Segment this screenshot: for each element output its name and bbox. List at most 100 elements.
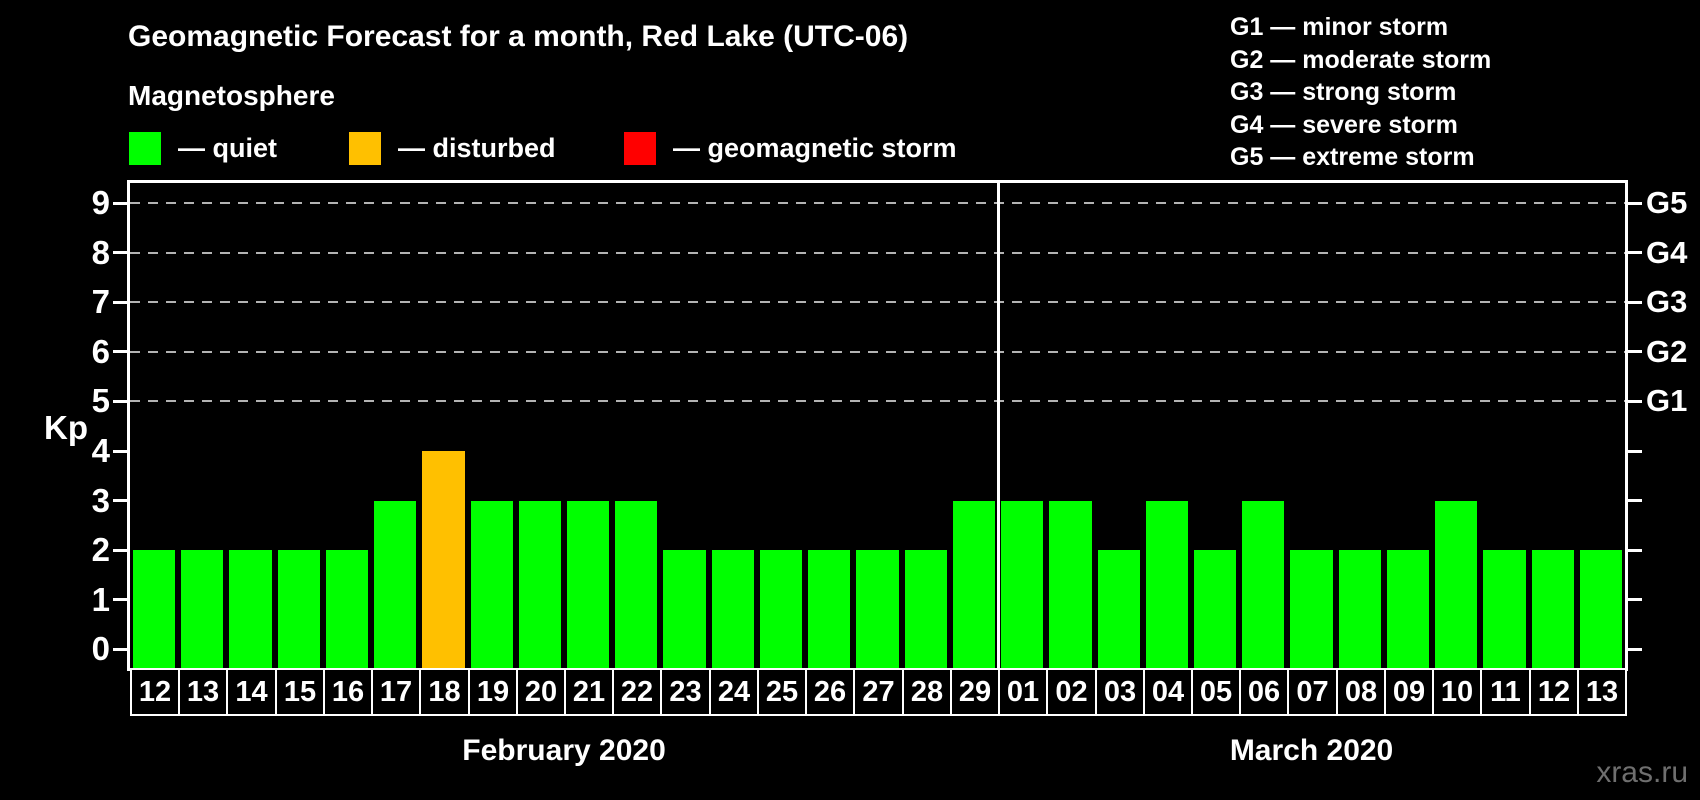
kp-bar-11 xyxy=(1483,550,1526,668)
kp-bar-17 xyxy=(374,500,417,668)
legend-swatch-storm xyxy=(624,132,656,165)
kp-bar-23 xyxy=(663,550,706,668)
g-scale-legend-line: G2 — moderate storm xyxy=(1230,45,1492,74)
day-cell-25: 25 xyxy=(757,668,807,716)
month-label: February 2020 xyxy=(462,734,666,767)
legend-item-storm: — geomagnetic storm xyxy=(624,132,957,165)
g-scale-legend-line: G4 — severe storm xyxy=(1230,110,1458,139)
gridline-kp5 xyxy=(130,400,1625,403)
day-cell-11: 11 xyxy=(1480,668,1531,716)
kp-bar-12 xyxy=(1531,550,1574,668)
kp-bar-19 xyxy=(470,500,513,668)
y-tick-7 xyxy=(113,300,127,304)
kp-bar-12 xyxy=(133,550,176,668)
y-tick-label-0: 0 xyxy=(91,630,110,668)
kp-bar-04 xyxy=(1145,500,1188,668)
day-cell-08: 08 xyxy=(1336,668,1386,716)
gridline-kp9 xyxy=(130,202,1625,205)
y-tick-label-8: 8 xyxy=(91,233,110,271)
day-cell-17: 17 xyxy=(371,668,421,716)
kp-bar-02 xyxy=(1049,500,1092,668)
day-cell-02: 02 xyxy=(1046,668,1097,716)
kp-bar-03 xyxy=(1097,550,1140,668)
kp-bar-14 xyxy=(229,550,272,668)
legend-swatch-disturbed xyxy=(349,132,381,165)
g-axis-label-G1: G1 xyxy=(1646,383,1688,419)
day-cell-01: 01 xyxy=(998,668,1048,716)
day-cell-23: 23 xyxy=(660,668,711,716)
g-axis-label-G5: G5 xyxy=(1646,185,1688,221)
y-tick-label-9: 9 xyxy=(91,184,110,222)
day-cell-28: 28 xyxy=(902,668,952,716)
g-tick-7 xyxy=(1628,300,1642,304)
day-cell-12: 12 xyxy=(1529,668,1579,716)
day-cell-15: 15 xyxy=(275,668,325,716)
kp-bar-13 xyxy=(181,550,224,668)
legend-swatch-quiet xyxy=(129,132,161,165)
g-tick-6 xyxy=(1628,350,1642,354)
gridline-kp6 xyxy=(130,350,1625,353)
day-cell-09: 09 xyxy=(1384,668,1434,716)
kp-bar-24 xyxy=(711,550,754,668)
day-cell-07: 07 xyxy=(1287,668,1338,716)
g-tick-4 xyxy=(1628,449,1642,453)
kp-bar-09 xyxy=(1386,550,1430,668)
kp-bar-15 xyxy=(277,550,320,668)
g-axis-label-G2: G2 xyxy=(1646,333,1688,369)
day-cell-22: 22 xyxy=(612,668,662,716)
gridline-kp7 xyxy=(130,301,1625,304)
gridline-kp8 xyxy=(130,251,1625,254)
kp-bar-20 xyxy=(518,500,562,668)
kp-bar-22 xyxy=(615,500,658,668)
kp-bar-05 xyxy=(1193,550,1237,668)
y-tick-1 xyxy=(113,598,127,602)
kp-bar-06 xyxy=(1242,500,1285,668)
y-tick-label-7: 7 xyxy=(91,283,110,321)
y-tick-label-3: 3 xyxy=(91,481,110,519)
day-cell-19: 19 xyxy=(468,668,518,716)
magnetosphere-label: Magnetosphere xyxy=(128,80,335,111)
day-cell-12: 12 xyxy=(130,668,180,716)
y-tick-label-5: 5 xyxy=(91,382,110,420)
g-scale-legend-line: G5 — extreme storm xyxy=(1230,143,1475,171)
g-tick-9 xyxy=(1628,201,1642,205)
day-cell-24: 24 xyxy=(709,668,759,716)
g-tick-0 xyxy=(1628,647,1642,651)
day-cell-29: 29 xyxy=(950,668,1000,716)
kp-bar-16 xyxy=(325,550,369,668)
kp-bar-27 xyxy=(856,550,899,668)
day-cell-03: 03 xyxy=(1095,668,1145,716)
y-tick-9 xyxy=(113,201,127,205)
watermark: xras.ru xyxy=(1596,756,1688,789)
kp-bar-21 xyxy=(567,500,610,668)
y-tick-4 xyxy=(113,449,127,453)
legend-label-disturbed: — disturbed xyxy=(398,133,556,163)
kp-bar-29 xyxy=(952,500,996,668)
kp-bar-28 xyxy=(904,550,947,668)
chart-title: Geomagnetic Forecast for a month, Red La… xyxy=(128,20,909,53)
day-cell-21: 21 xyxy=(564,668,614,716)
day-cell-16: 16 xyxy=(323,668,373,716)
day-cell-06: 06 xyxy=(1239,668,1289,716)
y-tick-8 xyxy=(113,251,127,255)
kp-bar-13 xyxy=(1579,550,1622,668)
y-tick-3 xyxy=(113,499,127,503)
day-cell-05: 05 xyxy=(1191,668,1241,716)
y-tick-5 xyxy=(113,399,127,403)
kp-bar-01 xyxy=(1001,500,1044,668)
y-tick-0 xyxy=(113,647,127,651)
g-tick-1 xyxy=(1628,598,1642,602)
y-tick-label-6: 6 xyxy=(91,332,110,370)
kp-bar-08 xyxy=(1338,550,1381,668)
g-axis-label-G3: G3 xyxy=(1646,284,1688,320)
day-cell-27: 27 xyxy=(853,668,904,716)
y-tick-6 xyxy=(113,350,127,354)
legend-item-disturbed: — disturbed xyxy=(349,132,556,165)
kp-bar-26 xyxy=(808,550,851,668)
day-cell-04: 04 xyxy=(1143,668,1193,716)
g-tick-5 xyxy=(1628,399,1642,403)
y-tick-label-2: 2 xyxy=(91,531,110,569)
kp-bar-18 xyxy=(422,451,465,668)
y-tick-label-4: 4 xyxy=(91,432,110,469)
